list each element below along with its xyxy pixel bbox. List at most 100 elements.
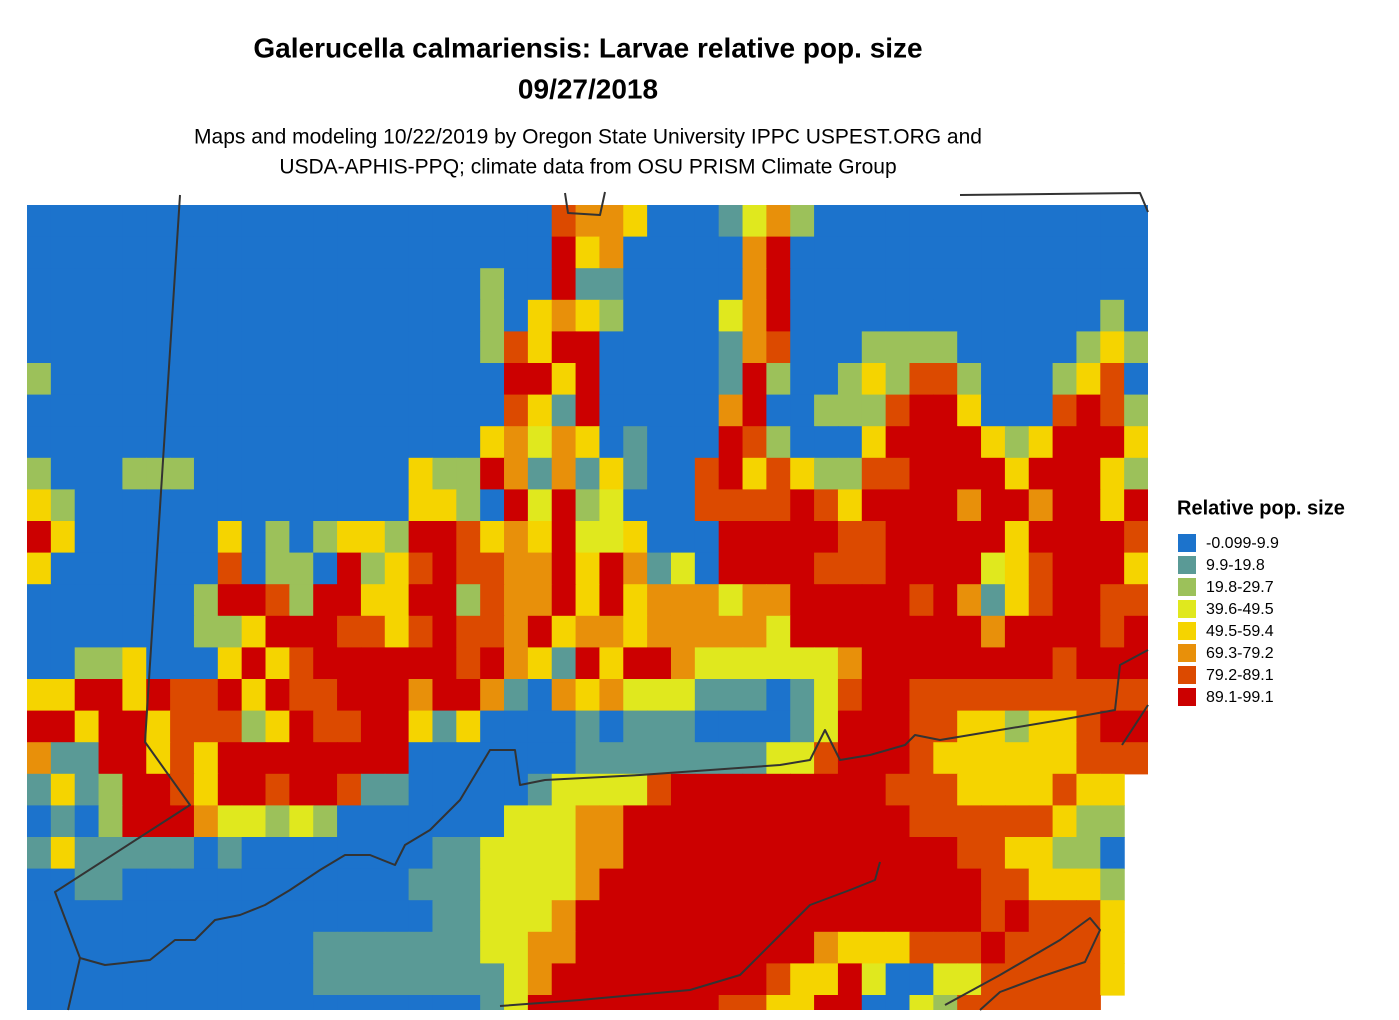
cell — [193, 837, 219, 870]
cell — [241, 805, 267, 838]
cell — [670, 710, 696, 743]
cell — [122, 679, 147, 712]
cell — [814, 268, 839, 301]
cell — [146, 710, 171, 743]
cell — [480, 805, 505, 838]
cell — [456, 742, 481, 775]
cell — [217, 805, 243, 838]
cell — [790, 710, 815, 743]
cell — [50, 615, 76, 648]
cell — [599, 773, 624, 806]
cell — [742, 995, 767, 1010]
cell — [170, 584, 195, 617]
cell — [504, 363, 529, 396]
cell — [1004, 868, 1030, 901]
cell — [551, 679, 577, 712]
cell — [670, 552, 696, 585]
cell — [337, 457, 362, 490]
legend-title: Relative pop. size — [1177, 497, 1345, 519]
cell — [1076, 868, 1101, 901]
cell — [909, 805, 934, 838]
cell — [432, 679, 457, 712]
cell — [885, 900, 911, 933]
cell — [217, 205, 243, 238]
cell — [647, 773, 672, 806]
cell — [766, 268, 791, 301]
cell — [527, 931, 553, 964]
cell — [313, 647, 338, 680]
cell — [1028, 299, 1054, 332]
cell — [933, 615, 958, 648]
cell — [718, 805, 744, 838]
cell — [718, 868, 744, 901]
cell — [742, 331, 767, 364]
cell — [814, 331, 839, 364]
cell — [74, 679, 100, 712]
cell — [1100, 615, 1125, 648]
cell — [933, 489, 958, 522]
cell — [74, 837, 100, 870]
cell — [599, 457, 624, 490]
cell — [384, 426, 410, 459]
cell — [909, 647, 934, 680]
cell — [217, 584, 243, 617]
cell — [623, 426, 648, 459]
cell — [1076, 363, 1101, 396]
cell — [313, 331, 338, 364]
cell — [408, 584, 434, 617]
cell — [551, 995, 577, 1010]
cell — [170, 331, 195, 364]
cell — [1052, 995, 1078, 1010]
cell — [50, 805, 76, 838]
cell — [265, 679, 290, 712]
cell — [694, 457, 720, 490]
cell — [265, 710, 290, 743]
legend-swatch — [1178, 688, 1196, 706]
cell — [623, 805, 648, 838]
cell — [337, 773, 362, 806]
cell — [694, 837, 720, 870]
cell — [50, 900, 76, 933]
cell — [599, 331, 624, 364]
cell — [360, 363, 386, 396]
cell — [241, 457, 267, 490]
cell — [170, 615, 195, 648]
cell — [766, 205, 791, 238]
cell — [74, 647, 100, 680]
cell — [1004, 426, 1030, 459]
cell — [1076, 521, 1101, 554]
cell — [814, 394, 839, 427]
cell — [957, 805, 982, 838]
cell — [527, 868, 553, 901]
cell — [837, 584, 863, 617]
cell — [146, 552, 171, 585]
cell — [27, 552, 52, 585]
cell — [265, 331, 290, 364]
cell — [217, 931, 243, 964]
cell — [1028, 584, 1054, 617]
cell — [480, 900, 505, 933]
cell — [694, 773, 720, 806]
cell — [1052, 457, 1078, 490]
cell — [981, 363, 1006, 396]
cell — [265, 995, 290, 1010]
cell — [217, 773, 243, 806]
cell — [718, 457, 744, 490]
cell — [193, 236, 219, 269]
cell — [575, 963, 601, 996]
cell — [885, 363, 911, 396]
cell — [1100, 710, 1125, 743]
cell — [790, 679, 815, 712]
cell — [1076, 205, 1101, 238]
cell — [98, 552, 124, 585]
cell — [551, 205, 577, 238]
cell — [360, 679, 386, 712]
cell — [504, 679, 529, 712]
cell — [670, 236, 696, 269]
cell — [384, 963, 410, 996]
cell — [480, 426, 505, 459]
cell — [504, 615, 529, 648]
cell — [1004, 931, 1030, 964]
cell — [575, 489, 601, 522]
cell — [50, 205, 76, 238]
